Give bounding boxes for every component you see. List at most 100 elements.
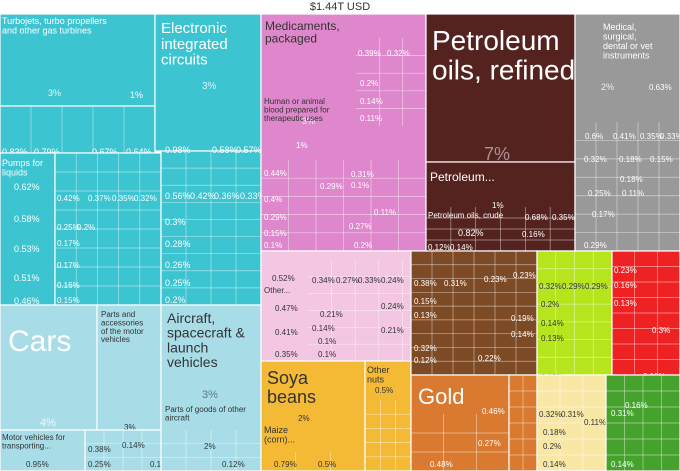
- cell-label: 0.58%: [14, 214, 40, 224]
- cell-label: 0.83%: [2, 147, 28, 157]
- cell-label: 0.33%: [358, 276, 381, 285]
- cell-label: 0.52%: [272, 274, 295, 283]
- cell-label: 0.51%: [14, 273, 40, 283]
- cell-soya: [260, 360, 366, 471]
- subdivision-grid: [161, 151, 261, 305]
- cell-label: 0.44%: [264, 169, 287, 178]
- cell-cars: [0, 304, 98, 431]
- subdivision-grid: [411, 414, 509, 471]
- treemap-chart: Turbojets, turbo propellers and other gas…: [0, 14, 680, 471]
- cell-label: 0.12%: [428, 243, 451, 252]
- cell-label: 0.39%: [358, 49, 381, 58]
- share-cars: 4%: [40, 417, 56, 429]
- cell-label: 0.11%: [360, 114, 382, 123]
- cell-label: 0.27%: [349, 222, 372, 231]
- cell-label: 0.41%: [613, 132, 636, 141]
- cell-label: 0.13%: [541, 334, 564, 343]
- cell-label: 0.16%: [625, 401, 648, 410]
- subdivision-grid: [575, 122, 680, 251]
- chart-title: $1.44T USD: [309, 1, 371, 13]
- subdivision-grid: [426, 207, 575, 251]
- label-crude: Petroleum oils, crude: [428, 211, 504, 220]
- subdivision-grid: [365, 400, 411, 471]
- cell-plastics: [260, 250, 427, 362]
- cell-label: 0.15%: [264, 229, 287, 238]
- cell-label: 0.5%: [375, 386, 393, 395]
- value-label: 1%: [130, 90, 143, 100]
- cell-label: 0.38%: [414, 279, 437, 288]
- cell-parts-accessories: [96, 304, 162, 431]
- cell-label: 0.3%: [652, 326, 670, 335]
- cell-label: 0.2%: [541, 300, 559, 309]
- cell-label: 0.57%: [236, 145, 262, 155]
- cell-label: 0.31%: [611, 409, 634, 418]
- share-aircraft: 3%: [202, 389, 218, 401]
- label-pumps: Pumps for liquids: [2, 158, 43, 177]
- cell-label: 0.23%: [513, 271, 536, 280]
- cell-petroleum-refined: [425, 14, 576, 163]
- cell-label: 0.14%: [511, 330, 534, 339]
- cell-label: 2%: [204, 442, 216, 451]
- label-other: Other...: [264, 286, 290, 295]
- cell-machinery: [0, 105, 156, 154]
- cell-label: 0.12%: [414, 356, 437, 365]
- cell-label: 0.25%: [88, 460, 111, 469]
- cell-label: 0.29%: [584, 241, 607, 250]
- cell-label: 0.35%: [112, 194, 135, 203]
- cell-label: 0.35%: [275, 350, 298, 359]
- cell-label: 2%: [298, 414, 310, 423]
- subdivision-grid: [509, 375, 537, 471]
- subdivision-grid: [55, 153, 161, 305]
- cell-label: 0.2%: [360, 79, 378, 88]
- cell-label: 0.37%: [88, 194, 111, 203]
- subdivision-grid: [161, 430, 261, 471]
- cell-label: 0.15%: [414, 297, 437, 306]
- cell-label: 0.11%: [374, 208, 396, 217]
- cell-label: 0.53%: [14, 244, 40, 254]
- cell-label: 0.56%: [165, 191, 191, 201]
- cell-label: 0.21%: [320, 310, 343, 319]
- label-aircraft: Aircraft, spacecraft & launch vehicles: [167, 310, 245, 370]
- cell-label: 0.2%: [165, 295, 186, 305]
- cell-label: 0.17%: [592, 210, 615, 219]
- cell-label: 0.23%: [614, 266, 637, 275]
- cell-label: 0.11%: [622, 189, 644, 198]
- cell-label: 0.79%: [274, 460, 297, 469]
- cell-label: 0.47%: [275, 304, 298, 313]
- label-petroleum: Petroleum...: [430, 170, 495, 184]
- cell-label: 0.33%: [240, 191, 266, 201]
- label-cars: Cars: [8, 325, 71, 358]
- cell-label: 0.63%: [649, 83, 672, 92]
- cell-label: 3%: [124, 423, 136, 432]
- cell-label: 0.2%: [543, 442, 561, 451]
- cell-label: 0.26%: [165, 260, 191, 270]
- label-turbojets: Turbojets, turbo propellers and other gas…: [2, 16, 107, 35]
- cell-label: 0.13%: [614, 299, 637, 308]
- subdivision-grid: [411, 251, 537, 375]
- cell-label: 0.14%: [312, 324, 335, 333]
- cell-label: 0.22%: [478, 354, 501, 363]
- cell-label: 0.62%: [14, 182, 40, 192]
- cell-label: 0.14%: [611, 460, 634, 469]
- cell-label: 0.38%: [88, 445, 111, 454]
- cell-label: 0.17%: [57, 261, 80, 270]
- label-gold: Gold: [418, 384, 464, 409]
- cell-label: 0.11%: [584, 418, 606, 427]
- cell-label: 0.32%: [134, 194, 157, 203]
- cell-circuits: [154, 14, 262, 152]
- cell-label: 0.67%: [92, 147, 118, 157]
- cell-label: 0.6%: [585, 132, 603, 141]
- cell-label: 0.64%: [126, 147, 152, 157]
- cell-label: 0.46%: [14, 296, 40, 306]
- label-instruments: Medical, surgical, dental or vet instrument…: [603, 22, 653, 60]
- cell-label: 0.1%: [318, 337, 336, 346]
- label-circuits: Electronic integrated circuits: [161, 20, 228, 69]
- label-nuts: Other nuts: [367, 365, 390, 384]
- cell-label: 0.2%: [77, 223, 95, 232]
- cell-label: 0.18%: [543, 428, 566, 437]
- cell-label: 0.29%: [320, 182, 343, 191]
- cell-label: 0.48%: [430, 460, 453, 469]
- cell-label: 0.14%: [122, 441, 145, 450]
- cell-turbojets: [0, 14, 156, 107]
- cell-label: 0.29%: [264, 213, 287, 222]
